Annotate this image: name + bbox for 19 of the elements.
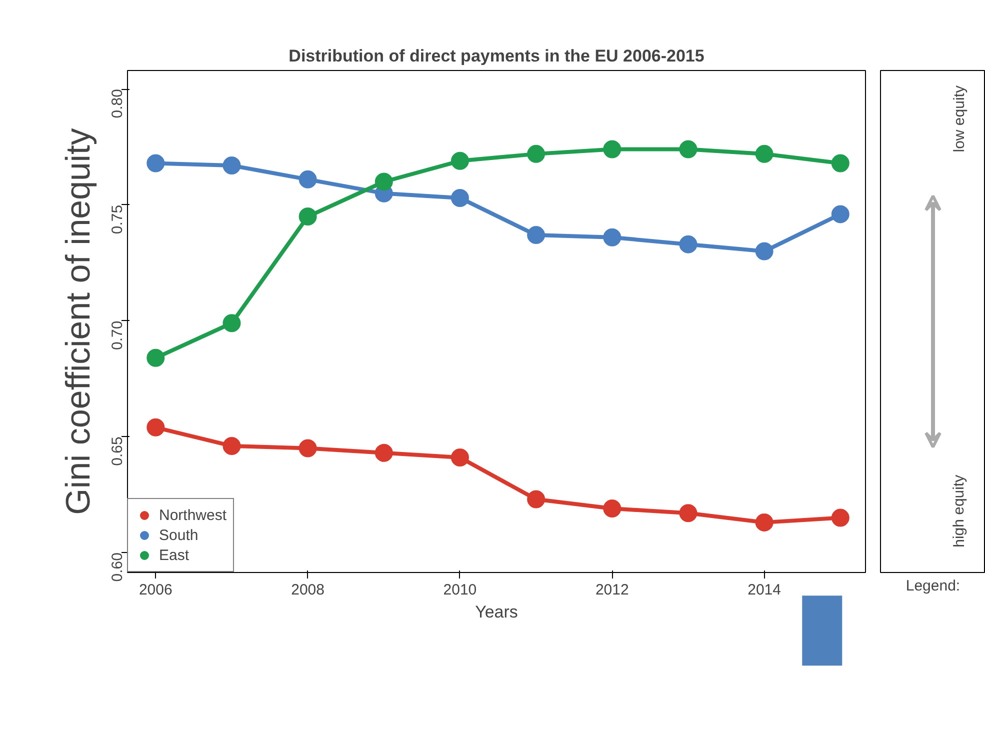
text: Legend: bbox=[906, 578, 960, 594]
y-axis-title: Gini coefficient of inequity bbox=[60, 128, 98, 515]
y-tick-label: 0.80 bbox=[109, 89, 126, 118]
legend-label: South bbox=[159, 526, 198, 544]
x-axis-title: Years bbox=[475, 602, 518, 622]
x-tick-label: 2014 bbox=[748, 582, 781, 598]
text: low equity bbox=[950, 85, 968, 152]
text: high equity bbox=[950, 474, 968, 548]
x-tick-label: 2012 bbox=[595, 582, 629, 598]
x-tick-label: 2006 bbox=[138, 582, 172, 598]
y-tick-label: 0.70 bbox=[109, 320, 126, 350]
chart-title: Distribution of direct payments in the EU 2006-2015 bbox=[288, 46, 704, 66]
y-tick-label: 0.75 bbox=[109, 204, 126, 234]
x-tick-label: 2010 bbox=[443, 582, 477, 598]
legend-label: Northwest bbox=[159, 506, 227, 524]
legend-label: East bbox=[159, 546, 190, 564]
y-tick-label: 0.60 bbox=[109, 552, 126, 582]
x-tick-label: 2008 bbox=[291, 582, 325, 598]
y-tick-label: 0.65 bbox=[109, 436, 126, 466]
